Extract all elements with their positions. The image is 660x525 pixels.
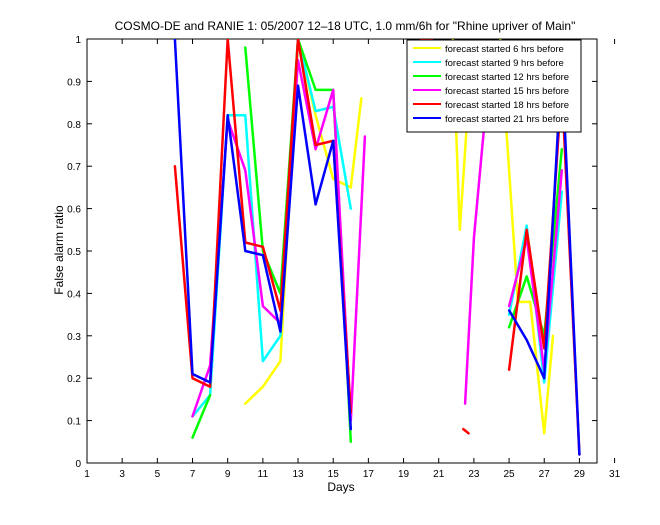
series-line-5 <box>173 39 353 414</box>
series-line-4 <box>463 122 486 405</box>
x-tick-label: 3 <box>119 469 125 480</box>
y-tick-label: 0.2 <box>67 374 81 385</box>
x-tick-label: 27 <box>539 469 551 480</box>
y-tick-label: 0.7 <box>67 162 81 173</box>
y-tick-label: 0.8 <box>67 120 81 131</box>
y-axis-label: False alarm ratio <box>52 205 66 295</box>
x-tick-label: 21 <box>433 469 445 480</box>
plot-area: 1 3 5 7 9 11 13 15 17 19 21 23 25 27 29 3100.10.20.30.4… <box>67 35 620 480</box>
x-tick-label: 7 <box>190 469 196 480</box>
chart-title: COSMO-DE and RANIE 1: 05/2007 12–18 UTC,… <box>115 19 576 33</box>
series-lines <box>173 39 581 456</box>
legend: forecast started 6 hrs before forecast st… <box>406 39 582 133</box>
series-line-1 <box>499 39 555 435</box>
series-line-4 <box>507 169 564 371</box>
x-tick-label: 17 <box>363 469 375 480</box>
y-tick-label: 0.1 <box>67 417 81 428</box>
series-line-6 <box>507 58 581 456</box>
x-tick-label: 19 <box>398 469 410 480</box>
series-line-6 <box>173 39 353 431</box>
x-tick-label: 15 <box>328 469 340 480</box>
legend-label-1: forecast started 6 hrs before <box>445 44 564 55</box>
x-tick-label: 31 <box>609 469 621 480</box>
x-tick-label: 25 <box>504 469 516 480</box>
x-tick-label: 11 <box>258 469 269 480</box>
x-tick-label: 13 <box>292 469 304 480</box>
x-tick-label: 23 <box>468 469 480 480</box>
series-line-2 <box>191 39 353 418</box>
y-tick-label: 0.5 <box>67 247 81 258</box>
y-tick-label: 0.3 <box>67 332 81 343</box>
x-axis-label: Days <box>327 480 354 494</box>
y-tick-label: 1 <box>75 35 81 46</box>
legend-label-6: forecast started 21 hrs before <box>445 114 569 125</box>
legend-label-5: forecast started 18 hrs before <box>445 100 569 111</box>
x-tick-label: 1 <box>84 469 90 480</box>
x-tick-label: 9 <box>225 469 231 480</box>
x-tick-label: 29 <box>574 469 586 480</box>
y-tick-label: 0.9 <box>67 77 81 88</box>
series-line-5 <box>462 427 470 435</box>
legend-label-2: forecast started 9 hrs before <box>445 58 564 69</box>
x-tick-label: 5 <box>155 469 161 480</box>
y-tick-label: 0.6 <box>67 205 81 216</box>
legend-label-4: forecast started 15 hrs before <box>445 86 569 97</box>
series-line-3 <box>191 393 212 439</box>
legend-label-3: forecast started 12 hrs before <box>445 72 569 83</box>
y-tick-label: 0 <box>75 459 81 470</box>
y-tick-label: 0.4 <box>67 289 81 300</box>
legend-box <box>406 39 582 133</box>
